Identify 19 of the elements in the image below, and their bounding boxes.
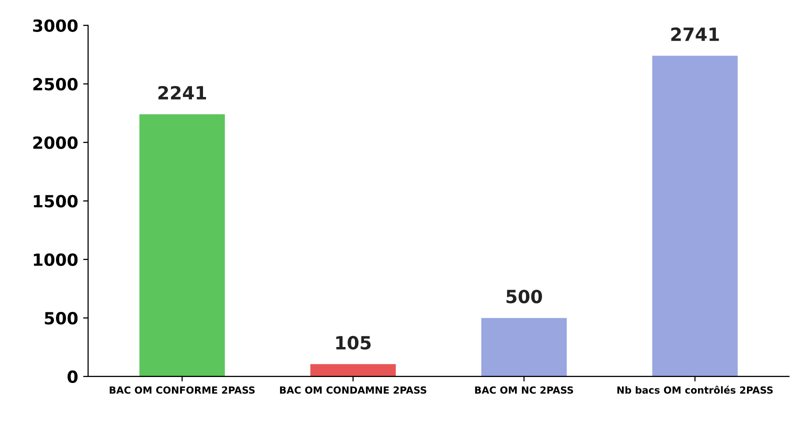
bar — [139, 114, 225, 376]
x-tick-label: BAC OM CONFORME 2PASS — [110, 386, 255, 394]
y-tick-label: 0 — [68, 370, 78, 384]
bar — [481, 318, 567, 376]
y-tick-label: 2000 — [33, 136, 78, 149]
data-label: 105 — [336, 336, 371, 350]
data-label: 500 — [506, 290, 542, 304]
y-tick-label: 2500 — [33, 78, 78, 90]
bar — [652, 56, 738, 376]
x-tick-label: BAC OM NC 2PASS — [475, 386, 574, 394]
y-tick-label: 500 — [44, 312, 78, 325]
data-label: 2741 — [671, 27, 719, 41]
y-tick-label: 1000 — [34, 253, 78, 266]
bar — [310, 364, 396, 376]
y-tick-label: 3000 — [33, 19, 78, 32]
x-tick-label: Nb bacs OM contrôlés 2PASS — [617, 386, 773, 394]
x-tick-label: BAC OM CONDAMNE 2PASS — [280, 386, 426, 394]
y-tick-label: 1500 — [34, 194, 78, 208]
data-label: 2241 — [158, 86, 206, 100]
